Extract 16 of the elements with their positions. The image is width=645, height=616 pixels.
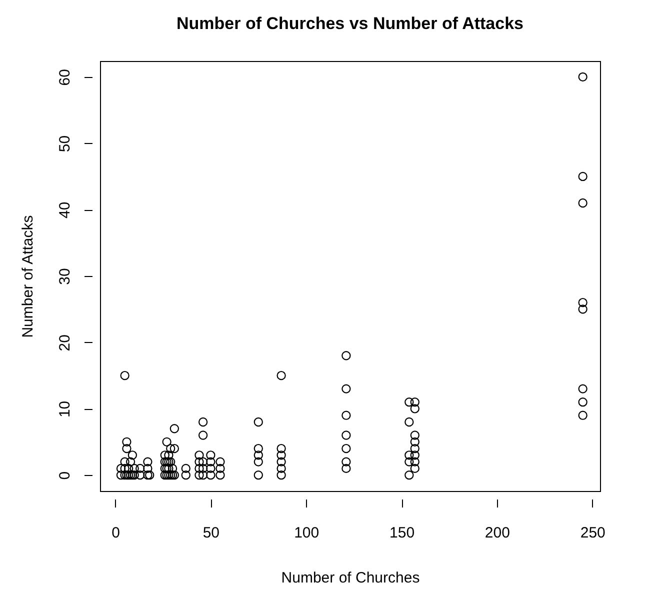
y-tick-label: 30 [56,268,74,285]
x-tick-label: 200 [484,524,510,542]
x-tick-label: 150 [390,524,415,542]
x-tick-label: 0 [112,524,120,542]
x-axis-title: Number of Churches [281,570,420,586]
y-tick-label: 40 [56,202,74,218]
y-tick-label: 0 [56,471,74,480]
x-tick-label: 250 [580,524,606,542]
chart-title: Number of Churches vs Number of Attacks [176,14,524,33]
y-tick-label: 20 [56,334,74,352]
y-tick-label: 50 [56,135,74,152]
y-tick-label: 10 [56,400,74,418]
x-tick-label: 50 [202,524,220,542]
y-axis-title: Number of Attacks [20,215,36,338]
y-tick-label: 60 [56,69,74,86]
x-tick-label: 100 [294,524,320,542]
